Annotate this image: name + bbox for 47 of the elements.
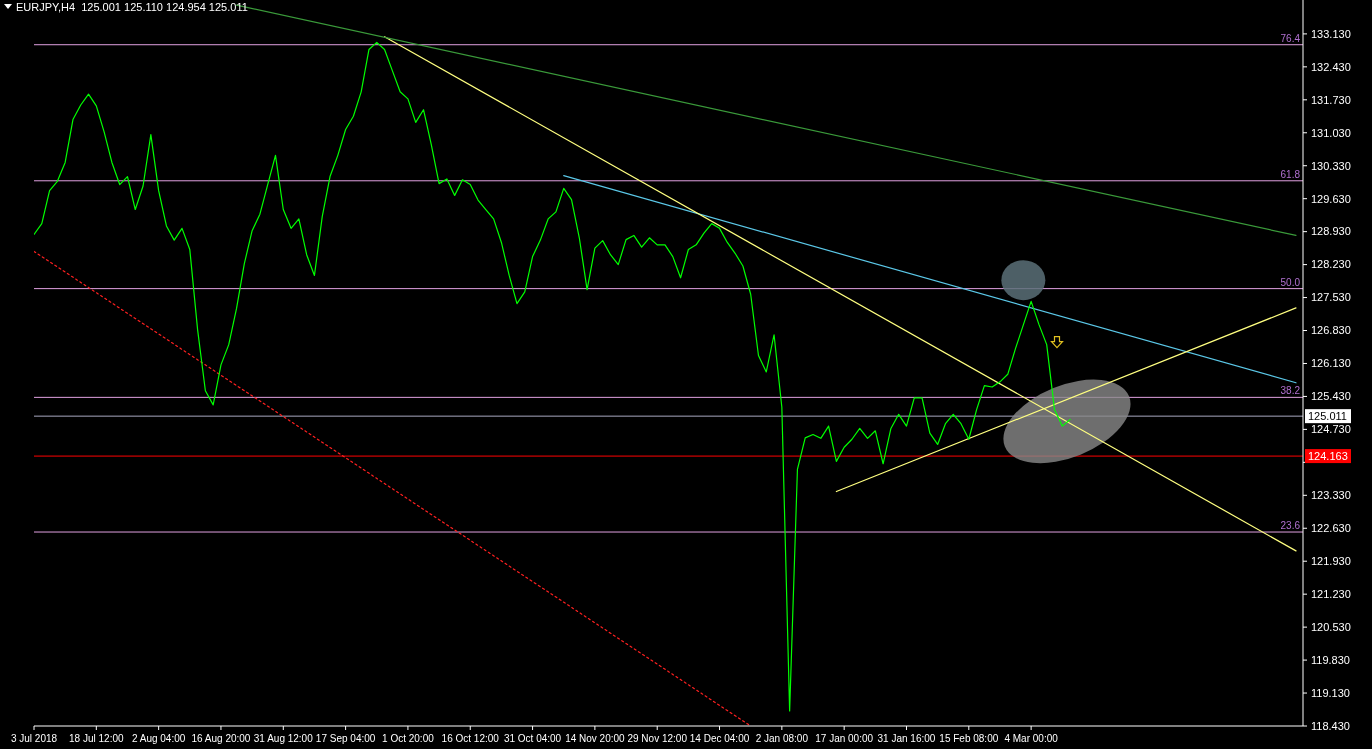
y-tick-label: 119.830 — [1311, 653, 1350, 666]
x-tick-label: 2 Aug 04:00 — [131, 733, 186, 744]
x-tick-label: 16 Aug 20:00 — [191, 733, 251, 744]
y-tick-label: 121.230 — [1311, 588, 1351, 601]
annotation: 50.0 — [1280, 276, 1301, 288]
y-tick-label: 130.330 — [1311, 159, 1351, 172]
y-tick-label: 123.330 — [1311, 489, 1351, 502]
x-tick-label: 14 Nov 20:00 — [565, 733, 626, 744]
ref-line-label: 124.163 — [1308, 449, 1348, 462]
x-tick-label: 2 Jan 08:00 — [755, 733, 809, 744]
y-tick-label: 128.930 — [1311, 225, 1351, 238]
y-tick-label: 121.930 — [1311, 555, 1351, 568]
x-tick-label: 29 Nov 12:00 — [627, 733, 688, 744]
ref-line-label: 125.011 — [1308, 410, 1347, 423]
line-series — [34, 41, 1071, 712]
x-tick-label: 15 Feb 08:00 — [939, 733, 999, 744]
y-tick-label: 122.630 — [1311, 522, 1351, 535]
x-tick-label: 31 Aug 12:00 — [253, 733, 314, 744]
y-tick-label: 132.430 — [1311, 60, 1351, 73]
x-tick-label: 14 Dec 04:00 — [689, 733, 750, 744]
y-tick-label: 129.630 — [1311, 192, 1351, 205]
annotation: 38.2 — [1280, 385, 1301, 397]
x-tick-label: 18 Jul 12:00 — [69, 733, 124, 744]
x-tick-label: 31 Jan 16:00 — [877, 733, 936, 744]
x-tick-label: 16 Oct 12:00 — [441, 733, 500, 744]
x-tick-label: 3 Jul 2018 — [10, 733, 58, 744]
annotation: 76.4 — [1280, 32, 1301, 44]
annotation: 23.6 — [1280, 520, 1301, 532]
y-tick-label: 125.430 — [1311, 390, 1351, 403]
y-tick-label: 131.030 — [1311, 126, 1351, 139]
y-tick-label: 126.830 — [1311, 324, 1351, 337]
y-tick-label: 124.730 — [1311, 423, 1351, 436]
y-tick-label: 128.230 — [1311, 258, 1351, 271]
annotation: 61.8 — [1280, 168, 1301, 180]
x-tick-label: 31 Oct 04:00 — [503, 733, 562, 744]
y-tick-label: 133.130 — [1311, 27, 1351, 40]
y-tick-label: 118.430 — [1311, 719, 1350, 732]
x-tick-label: 17 Jan 00:00 — [815, 733, 874, 744]
y-tick-label: 120.530 — [1311, 620, 1351, 633]
chart-title: EURJPY,H4 125.001 125.110 124.954 125.011 — [16, 1, 248, 13]
x-tick-label: 1 Oct 20:00 — [382, 733, 435, 744]
x-tick-label: 17 Sep 04:00 — [315, 733, 376, 744]
x-tick-label: 4 Mar 00:00 — [1004, 733, 1059, 744]
y-tick-label: 119.130 — [1311, 686, 1350, 699]
y-tick-label: 126.130 — [1311, 357, 1351, 370]
y-tick-label: 127.530 — [1311, 291, 1351, 304]
y-tick-label: 131.730 — [1311, 93, 1351, 106]
